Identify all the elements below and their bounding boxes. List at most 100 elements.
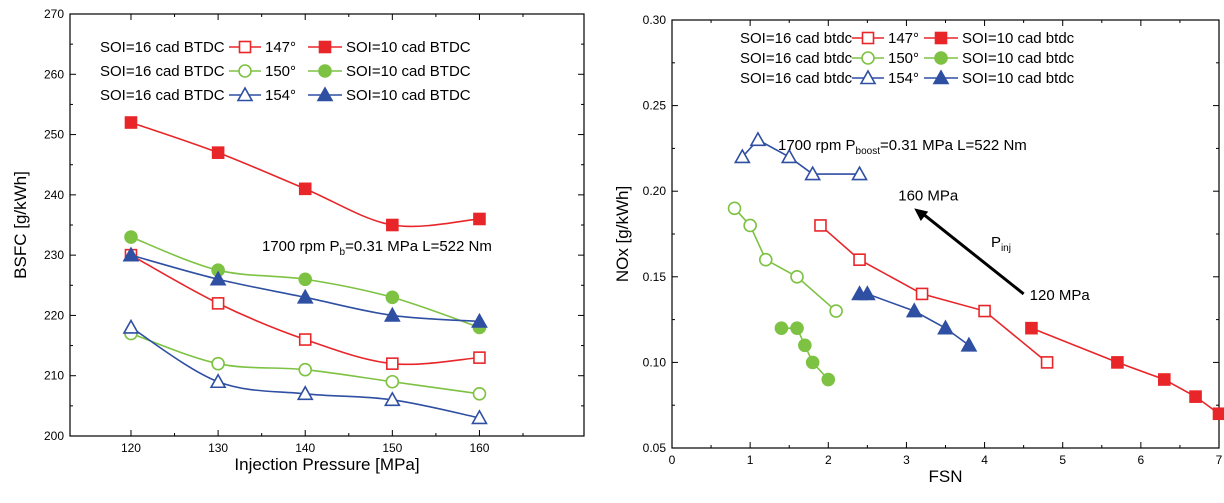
chart-1-annotation: 1700 rpm Pb=0.31 MPa L=522 Nm — [262, 238, 492, 258]
chart-2-legend-marker — [862, 52, 874, 64]
chart-1-y-tick-label: 260 — [44, 67, 64, 81]
chart-1-series-5-point — [124, 320, 138, 333]
chart-1-series-2-line — [131, 123, 479, 227]
chart-1-legend-label: 154° — [265, 87, 296, 104]
chart-2-series-2-point — [1190, 391, 1201, 402]
chart-2-y-tick-label: 0.15 — [643, 270, 667, 284]
chart-2-x-tick-label: 4 — [981, 453, 988, 467]
chart-2-series-4-line — [781, 328, 828, 379]
chart-2-series-1-point — [815, 220, 826, 231]
chart-2-series-1-point — [979, 306, 990, 317]
chart-1-legend-label: SOI=10 cad BTDC — [346, 39, 471, 56]
chart-2-x-tick-label: 2 — [825, 453, 832, 467]
chart-2-series-6-point — [907, 304, 921, 317]
chart-1-series-2-point — [300, 183, 311, 194]
chart-1-y-tick-label: 250 — [44, 128, 64, 142]
chart-1-y-tick-label: 220 — [44, 308, 64, 322]
chart-2-series-3-point — [830, 305, 842, 317]
chart-2-arrow-mid-main: P — [991, 234, 1001, 251]
chart-1-series-1-point — [387, 358, 398, 369]
chart-2-series-5-point — [751, 133, 765, 146]
chart-2-legend-label: SOI=10 cad btdc — [962, 30, 1075, 47]
chart-2-x-tick-label: 5 — [1059, 453, 1066, 467]
chart-1-series-3-point — [473, 388, 485, 400]
chart-2-series-3-point — [791, 271, 803, 283]
chart-2-legend-label: 147° — [888, 30, 919, 47]
chart-1-series-2-point — [213, 147, 224, 158]
chart-2-legend-marker — [936, 33, 947, 44]
chart-2-x-tick-label: 0 — [669, 453, 676, 467]
chart-2-series-2-point — [1112, 357, 1123, 368]
chart-1-series-3-point — [386, 376, 398, 388]
chart-1-legend-label: SOI=16 cad BTDC — [100, 39, 225, 56]
chart-2-legend-label: SOI=10 cad btdc — [962, 70, 1075, 87]
chart-2-x-axis-label: FSN — [929, 467, 963, 486]
chart-2-legend-label: SOI=10 cad btdc — [962, 50, 1075, 67]
chart-1-series-4-point — [299, 273, 311, 285]
chart-1-y-tick-label: 270 — [44, 7, 64, 21]
chart-1-x-tick-label: 130 — [208, 441, 228, 455]
chart-2-series-1-point — [854, 254, 865, 265]
chart-1-y-tick-label: 210 — [44, 369, 64, 383]
chart-1-legend-label: 150° — [265, 63, 296, 80]
chart-2-series-1-line — [820, 225, 1047, 362]
chart-2-y-tick-label: 0.25 — [643, 99, 667, 113]
chart-2-series-4-point — [807, 356, 819, 368]
chart-1-y-tick-label: 200 — [44, 429, 64, 443]
chart-1-legend-label: SOI=16 cad BTDC — [100, 87, 225, 104]
chart-2-series-4-point — [791, 322, 803, 334]
chart-2-legend-marker — [935, 52, 947, 64]
chart-1-series-5-point — [211, 375, 225, 388]
chart-1-series-3-point — [212, 358, 224, 370]
chart-1-series-1-line — [131, 255, 479, 364]
chart-1-y-axis-label: BSFC [g/kWh] — [11, 171, 30, 279]
chart-2-annotation-rest: =0.31 MPa L=522 Nm — [880, 137, 1027, 154]
chart-1-y-tick-label: 240 — [44, 188, 64, 202]
chart-1-annotation-main: 1700 rpm P — [262, 238, 340, 255]
chart-1-legend-label: SOI=16 cad BTDC — [100, 63, 225, 80]
chart-1-series-2-point — [387, 220, 398, 231]
chart-2-series-4-point — [822, 374, 834, 386]
chart-1-series-2-point — [125, 117, 136, 128]
chart-1-series-6-line — [131, 255, 479, 321]
chart-1-legend-label: SOI=10 cad BTDC — [346, 87, 471, 104]
chart-2-legend-marker — [863, 33, 874, 44]
chart-2-series-4-point — [775, 322, 787, 334]
chart-2-arrow-mid-label: Pinj — [991, 234, 1011, 254]
chart-1-x-tick-label: 160 — [469, 441, 489, 455]
chart-1-series-3-point — [299, 364, 311, 376]
chart-2-series-2-point — [1026, 323, 1037, 334]
chart-1-legend-marker — [239, 65, 251, 77]
chart-2-series-1-point — [917, 288, 928, 299]
chart-2-arrow-start-label: 120 MPa — [1030, 287, 1091, 304]
chart-2-arrow-mid-sub: inj — [1001, 243, 1011, 254]
chart-2-legend-label: SOI=16 cad btdc — [740, 30, 853, 47]
chart-1-legend-marker — [240, 42, 251, 53]
chart-2-series-6-point — [939, 321, 953, 334]
chart-2-series-6-point — [962, 338, 976, 351]
chart-2-x-tick-label: 1 — [747, 453, 754, 467]
chart-2-legend-label: 154° — [888, 70, 919, 87]
chart-1-x-tick-label: 140 — [295, 441, 315, 455]
chart-1-series-1-point — [213, 298, 224, 309]
chart-1-y-tick-label: 230 — [44, 248, 64, 262]
chart-2-x-tick-label: 6 — [1138, 453, 1145, 467]
chart-2-annotation-sub: boost — [856, 146, 881, 157]
chart-1-series-4-point — [386, 291, 398, 303]
chart-2-legend-label: 150° — [888, 50, 919, 67]
chart-2-y-tick-label: 0.10 — [643, 355, 667, 369]
chart-2-series-3-point — [729, 202, 741, 214]
chart-2-x-tick-label: 7 — [1216, 453, 1223, 467]
chart-2-legend-label: SOI=16 cad btdc — [740, 50, 853, 67]
chart-2-y-tick-label: 0.20 — [643, 184, 667, 198]
chart-2-series-2-point — [1214, 408, 1224, 419]
chart-2-y-tick-label: 0.05 — [643, 441, 667, 455]
chart-2-y-axis-label: NOx [g/kWh] — [613, 186, 632, 282]
chart-1-x-tick-label: 150 — [382, 441, 402, 455]
chart-2-series-3-point — [744, 219, 756, 231]
chart-2-series-3-point — [760, 254, 772, 266]
chart-2-x-tick-label: 3 — [903, 453, 910, 467]
